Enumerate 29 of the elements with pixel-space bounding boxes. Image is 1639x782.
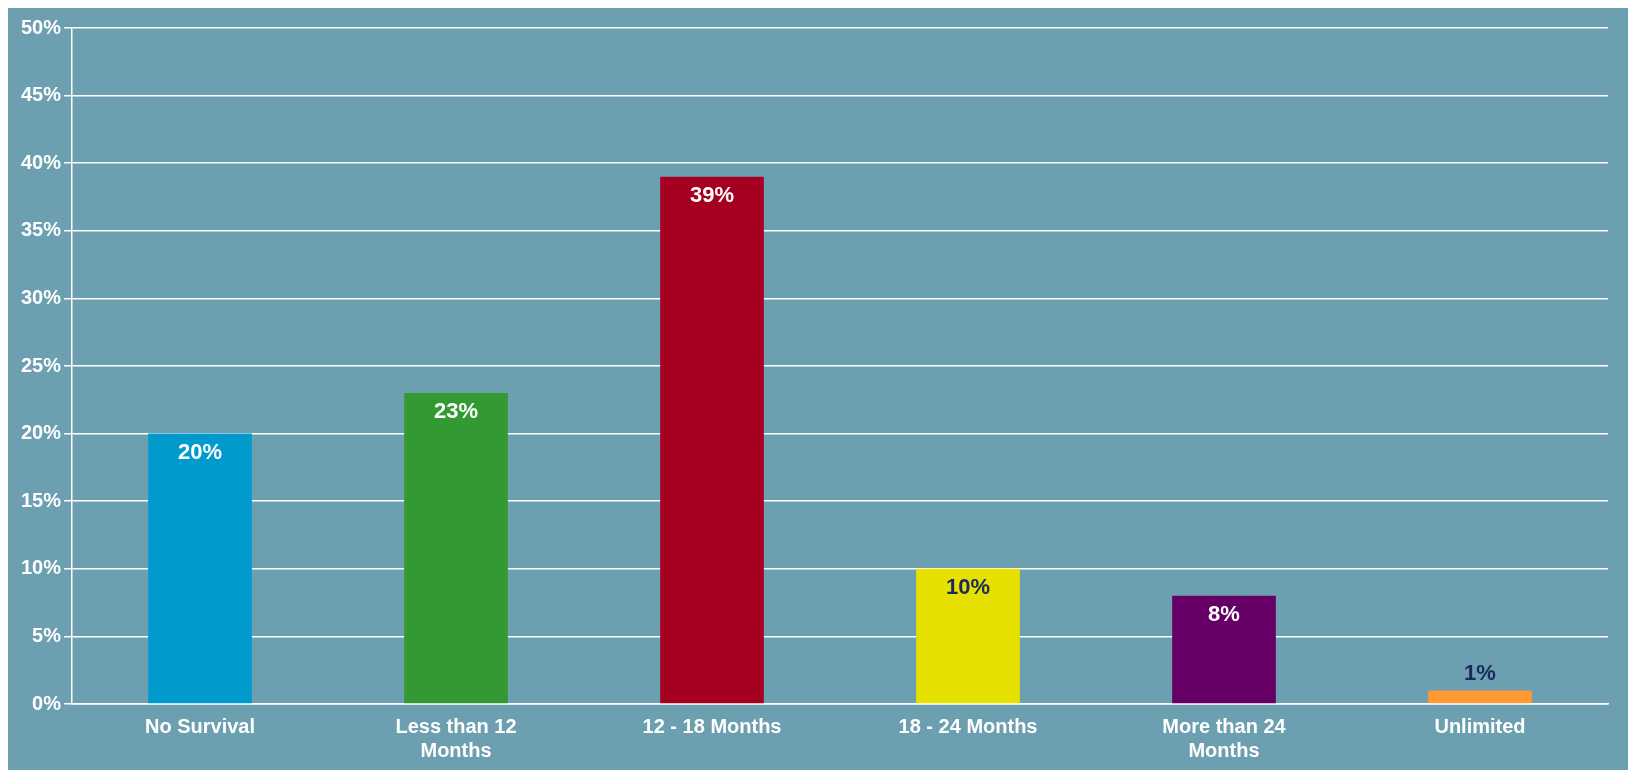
- x-tick-label: Unlimited: [1434, 714, 1526, 737]
- x-tick-label: 12 - 18 Months: [642, 714, 782, 737]
- data-label: 20%: [178, 438, 223, 464]
- bar: [1428, 690, 1532, 704]
- y-tick-label: 50%: [21, 15, 62, 38]
- data-label: 39%: [689, 181, 735, 207]
- y-tick-label: 10%: [21, 556, 62, 579]
- y-tick-label: 45%: [21, 83, 62, 106]
- data-label: 23%: [434, 398, 479, 424]
- bar: [660, 176, 764, 704]
- bar: [1172, 595, 1276, 704]
- y-tick-label: 0%: [32, 691, 62, 714]
- bar: [148, 433, 252, 704]
- bar: [404, 393, 508, 704]
- y-tick-label: 30%: [21, 285, 62, 308]
- x-tick-label: Less than 12 Months: [395, 714, 517, 761]
- y-tick-label: 15%: [21, 488, 62, 511]
- bar: [916, 568, 1020, 704]
- x-tick-label: No Survival: [145, 714, 256, 737]
- y-tick-label: 20%: [21, 421, 62, 444]
- x-tick-label: More than 24 Months: [1162, 714, 1287, 761]
- data-label: 10%: [945, 573, 991, 599]
- x-tick-label: 18 - 24 Months: [898, 714, 1038, 737]
- y-tick-label: 5%: [32, 623, 62, 646]
- data-label: 1%: [1464, 659, 1496, 685]
- y-tick-label: 35%: [21, 218, 62, 241]
- y-tick-label: 40%: [21, 150, 62, 173]
- data-label: 8%: [1208, 600, 1240, 626]
- y-tick-label: 25%: [21, 353, 62, 376]
